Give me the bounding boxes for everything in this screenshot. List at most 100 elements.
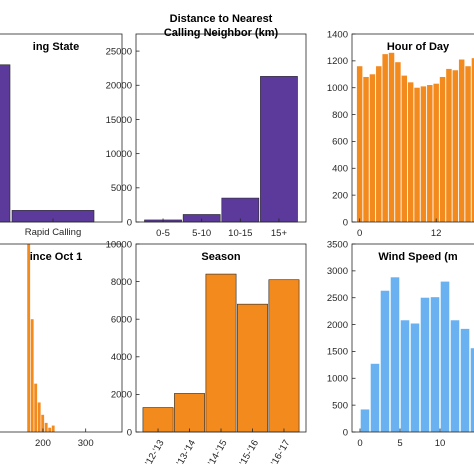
y-tick-label: 1200 — [327, 56, 348, 67]
chart-title: Hour of Day — [387, 41, 450, 53]
bar — [142, 407, 174, 433]
subplot-2: 0 12 0 200 400 600 800 1000 1200 1400 Hour of Day — [327, 29, 474, 239]
bar — [376, 66, 382, 222]
x-tick-label: 200 — [35, 438, 51, 449]
y-tick-label: 1000 — [327, 83, 348, 94]
subplot-3: 200 300 ince Oct 1 — [0, 243, 123, 449]
y-tick-label: 4000 — [111, 352, 132, 363]
chart-title: Wind Speed (m — [378, 251, 458, 263]
y-tick-label: 10000 — [106, 149, 132, 160]
y-tick-label: 20000 — [106, 81, 132, 92]
y-tick-label: 2000 — [111, 390, 132, 401]
bar — [382, 54, 388, 223]
x-tick-label: Rapid Calling — [25, 227, 82, 238]
bar — [420, 86, 427, 222]
y-tick-label: 5000 — [111, 183, 132, 194]
chart-title: ing State — [33, 41, 79, 53]
y-tick-label: 1400 — [327, 29, 348, 40]
subplot-0: Rapid Calling ing State — [0, 33, 123, 238]
axes-box-1 — [135, 33, 307, 223]
y-tick-label: 6000 — [111, 315, 132, 326]
bar — [452, 70, 459, 222]
bar — [380, 290, 390, 432]
bar — [356, 66, 363, 222]
x-tick-label: 0 — [357, 438, 362, 449]
bar — [221, 197, 260, 223]
chart-title-line: Calling Neighbor (km) — [164, 27, 279, 39]
x-tick-label: 300 — [78, 438, 94, 449]
y-tick-label: 400 — [332, 164, 348, 175]
chart-title: ince Oct 1 — [30, 251, 83, 263]
bar — [400, 320, 410, 432]
y-tick-label: 0 — [127, 427, 132, 438]
bar — [465, 66, 471, 222]
bar — [27, 244, 31, 432]
bar — [460, 328, 470, 432]
chart-title: Season — [201, 251, 240, 263]
x-tick-label: '14-'15 — [206, 438, 229, 468]
x-tick-label: 10 — [435, 438, 446, 449]
y-tick-label: 800 — [332, 110, 348, 121]
y-tick-label: 0 — [343, 217, 348, 228]
x-tick-label: '16-'17 — [269, 438, 292, 468]
subplot-1: 0-5 5-10 10-15 15+ 0 5000 10000 15000 20000 25000… — [106, 13, 307, 239]
bar — [260, 76, 298, 223]
x-tick-label: 12 — [431, 228, 442, 239]
y-tick-label: 1500 — [327, 347, 348, 358]
bar — [44, 422, 48, 432]
bar — [388, 52, 395, 222]
x-tick-label: 0-5 — [156, 228, 170, 239]
y-tick-label: 15000 — [106, 115, 132, 126]
bar — [439, 76, 446, 222]
bar — [37, 402, 41, 432]
bar — [430, 297, 440, 432]
subplot-5: 0 5 10 0 500 1000 1500 2000 2500 3000 3500 Wind Spe… — [327, 239, 474, 449]
bar — [440, 281, 450, 432]
y-tick-label: 200 — [332, 190, 348, 201]
bar — [470, 348, 474, 432]
bar — [268, 279, 300, 433]
x-tick-label: 5-10 — [192, 228, 211, 239]
bar — [450, 320, 460, 432]
bar — [51, 425, 55, 432]
bar — [0, 64, 11, 223]
y-tick-label: 500 — [332, 400, 348, 411]
axes-box-5 — [351, 243, 474, 433]
y-tick-label: 0 — [343, 427, 348, 438]
y-tick-label: 2500 — [327, 293, 348, 304]
y-tick-label: 3000 — [327, 266, 348, 277]
x-tick-label: 15+ — [271, 228, 288, 239]
bar — [41, 414, 45, 432]
bar — [360, 409, 370, 432]
bar — [420, 297, 430, 432]
axes-box-3 — [0, 243, 123, 433]
bar — [363, 76, 369, 222]
bar — [414, 87, 420, 222]
x-tick-label: 10-15 — [228, 228, 252, 239]
bar — [427, 85, 433, 223]
bar — [174, 393, 205, 433]
bar — [410, 323, 420, 432]
x-tick-label: '13-'14 — [175, 438, 198, 468]
bar — [446, 68, 452, 223]
bar — [407, 82, 414, 222]
y-tick-label: 1000 — [327, 374, 348, 385]
bar — [433, 83, 439, 222]
bar — [369, 74, 376, 223]
bar — [370, 363, 380, 432]
x-tick-label: '15-'16 — [238, 438, 261, 468]
y-tick-label: 2000 — [327, 320, 348, 331]
y-tick-label: 3500 — [327, 239, 348, 250]
x-tick-label: 0 — [357, 228, 362, 239]
chart-title-line: Distance to Nearest — [170, 13, 273, 25]
y-tick-label: 25000 — [106, 46, 132, 57]
bar — [390, 277, 400, 432]
bar — [471, 58, 474, 222]
bar — [34, 383, 38, 432]
y-tick-label: 10000 — [106, 239, 132, 250]
axes-box-0 — [0, 33, 123, 223]
x-tick-label: 5 — [397, 438, 402, 449]
bar — [237, 303, 268, 433]
x-tick-label: '12-'13 — [143, 438, 166, 468]
